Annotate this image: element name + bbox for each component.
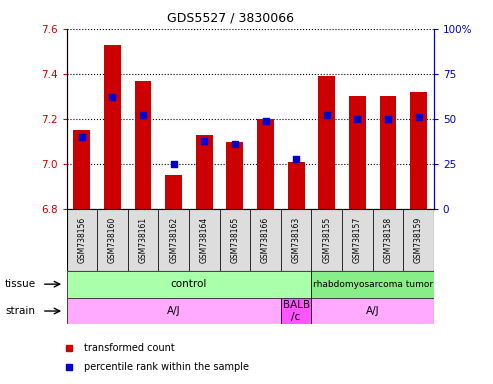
Point [231, 141, 239, 147]
Text: GSM738161: GSM738161 [139, 217, 147, 263]
Point [200, 137, 208, 144]
Bar [128, 209, 158, 271]
Bar [165, 175, 182, 209]
Point [353, 116, 361, 122]
Text: BALB
/c: BALB /c [282, 300, 310, 322]
Text: A/J: A/J [366, 306, 380, 316]
Text: GSM738163: GSM738163 [291, 217, 301, 263]
Text: GSM738166: GSM738166 [261, 217, 270, 263]
Point [78, 134, 86, 140]
Bar [281, 298, 312, 324]
Text: GSM738160: GSM738160 [108, 217, 117, 263]
Bar [342, 209, 373, 271]
Text: GSM738164: GSM738164 [200, 217, 209, 263]
Bar [373, 209, 403, 271]
Point [139, 113, 147, 119]
Bar [318, 76, 335, 209]
Bar [403, 209, 434, 271]
Point [292, 156, 300, 162]
Bar [380, 96, 396, 209]
Point [108, 94, 116, 101]
Bar [189, 209, 219, 271]
Text: GSM738157: GSM738157 [353, 217, 362, 263]
Text: GSM738159: GSM738159 [414, 217, 423, 263]
Point [262, 118, 270, 124]
Bar [349, 96, 366, 209]
Text: transformed count: transformed count [84, 343, 175, 353]
Bar [219, 209, 250, 271]
Text: strain: strain [5, 306, 35, 316]
Bar [135, 81, 151, 209]
Bar [97, 209, 128, 271]
Bar [67, 209, 97, 271]
Bar [226, 142, 244, 209]
Point [323, 113, 331, 119]
Text: GSM738156: GSM738156 [77, 217, 86, 263]
Point [415, 114, 423, 120]
Bar [67, 271, 312, 298]
Bar [312, 271, 434, 298]
Bar [410, 92, 427, 209]
Bar [281, 209, 312, 271]
Text: GDS5527 / 3830066: GDS5527 / 3830066 [167, 12, 294, 25]
Bar [158, 209, 189, 271]
Text: rhabdomyosarcoma tumor: rhabdomyosarcoma tumor [313, 280, 433, 289]
Bar [196, 135, 212, 209]
Bar [104, 45, 121, 209]
Text: tissue: tissue [5, 279, 36, 289]
Text: GSM738158: GSM738158 [384, 217, 392, 263]
Text: GSM738162: GSM738162 [169, 217, 178, 263]
Bar [288, 162, 305, 209]
Bar [67, 298, 281, 324]
Text: control: control [171, 279, 207, 289]
Bar [312, 209, 342, 271]
Text: percentile rank within the sample: percentile rank within the sample [84, 362, 249, 372]
Text: GSM738165: GSM738165 [230, 217, 240, 263]
Bar [312, 298, 434, 324]
Bar [257, 119, 274, 209]
Point [384, 116, 392, 122]
Bar [73, 130, 90, 209]
Text: A/J: A/J [167, 306, 180, 316]
Bar [250, 209, 281, 271]
Text: GSM738155: GSM738155 [322, 217, 331, 263]
Point [170, 161, 177, 167]
